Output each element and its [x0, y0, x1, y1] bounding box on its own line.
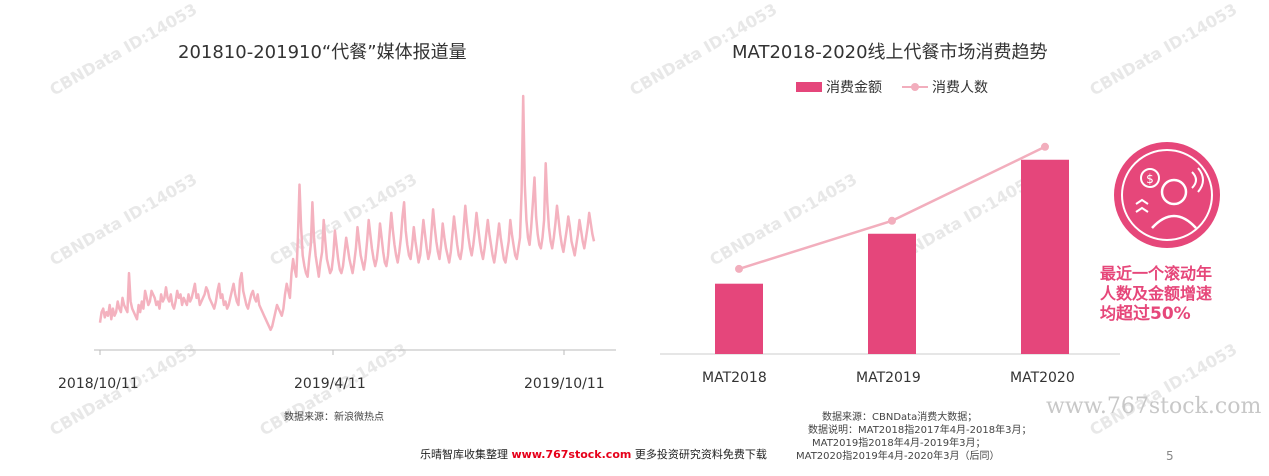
bar	[1021, 159, 1069, 354]
callout-highlight: 超过50%	[1116, 304, 1191, 324]
legend-line-swatch	[902, 82, 928, 92]
callout-line: 人数及金额增速	[1100, 284, 1213, 303]
right-note: 数据说明：MAT2018指2017年4月-2018年3月；	[808, 425, 1032, 436]
callout-line: 均超过50%	[1100, 304, 1212, 324]
consumer-money-icon: $	[1114, 142, 1220, 248]
legend: 消费金额 消费人数	[796, 77, 988, 97]
footer-site-link[interactable]: www.767stock.com	[511, 448, 632, 461]
site-watermark: www.767stock.com	[1046, 394, 1262, 419]
svg-text:$: $	[1146, 172, 1154, 186]
line-point	[735, 264, 743, 273]
legend-label: 消费金额	[826, 80, 882, 96]
callout-text: 最近一个滚动年 人数及金额增速 均超过50%	[1100, 264, 1212, 324]
right-chart-title: MAT2018-2020线上代餐市场消费趋势	[732, 42, 1048, 63]
left-source-note: 数据来源：新浪微热点	[284, 412, 384, 423]
legend-label: 消费人数	[932, 80, 988, 96]
x-tick-label: 2019/4/11	[294, 376, 366, 392]
x-tick-label: MAT2019	[856, 370, 921, 386]
line-point	[1041, 142, 1049, 151]
watermark: CBNData ID:14053	[1086, 0, 1241, 100]
market-trend-chart	[660, 142, 1120, 355]
right-note: MAT2019指2018年4月-2019年3月；	[812, 438, 986, 449]
legend-bar-swatch	[796, 82, 822, 92]
right-note: 数据来源：CBNData消费大数据；	[822, 412, 978, 423]
series-line	[98, 94, 596, 332]
x-tick-label: MAT2020	[1010, 370, 1075, 386]
right-note: MAT2020指2019年4月-2020年3月（后同）	[796, 451, 1000, 462]
bar	[715, 283, 763, 354]
left-chart-title: 201810-201910“代餐”媒体报道量	[178, 42, 467, 63]
bar	[868, 233, 916, 354]
media-volume-chart	[94, 94, 616, 355]
x-tick-label: MAT2018	[702, 370, 767, 386]
x-tick-label: 2019/10/11	[524, 376, 605, 392]
line-point	[888, 216, 896, 225]
page-number: 5	[1166, 449, 1174, 463]
footer-suffix: 更多投资研究资料免费下载	[634, 448, 767, 461]
callout-line: 最近一个滚动年	[1100, 264, 1213, 283]
footer: 乐晴智库收集整理 www.767stock.com 更多投资研究资料免费下载	[420, 446, 767, 462]
callout-prefix: 均	[1100, 304, 1117, 323]
x-tick-label: 2018/10/11	[58, 376, 139, 392]
footer-prefix: 乐晴智库收集整理	[420, 448, 508, 461]
